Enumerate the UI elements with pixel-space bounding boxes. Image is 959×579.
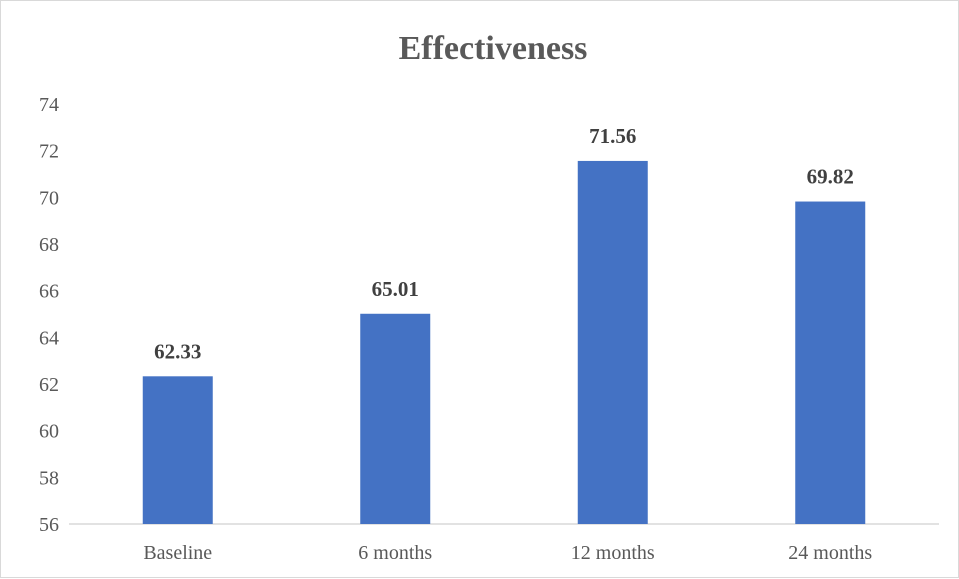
y-tick-label: 62 — [39, 374, 59, 396]
x-tick-label: Baseline — [143, 542, 212, 564]
y-tick-label: 56 — [39, 514, 59, 536]
bar — [360, 313, 431, 524]
x-axis-ticks: Baseline 6 months 12 months 24 months — [143, 542, 872, 564]
y-tick-label: 74 — [39, 94, 59, 116]
y-tick-label: 68 — [39, 234, 59, 256]
y-tick-label: 72 — [39, 141, 59, 163]
y-tick-label: 64 — [39, 327, 59, 349]
y-tick-label: 70 — [39, 187, 59, 209]
data-labels: 62.33 65.01 71.56 69.82 — [154, 124, 854, 363]
data-label: 65.01 — [372, 277, 419, 301]
x-tick-label: 24 months — [788, 542, 872, 564]
bar — [795, 201, 866, 525]
data-label: 62.33 — [154, 339, 201, 363]
y-tick-label: 58 — [39, 467, 59, 489]
data-label: 69.82 — [807, 165, 854, 189]
bar — [142, 376, 213, 524]
x-tick-label: 12 months — [571, 542, 655, 564]
data-label: 71.56 — [589, 124, 636, 148]
bars — [142, 160, 866, 525]
chart-title: Effectiveness — [399, 30, 588, 67]
bar — [577, 160, 648, 524]
y-tick-label: 66 — [39, 281, 59, 303]
x-tick-label: 6 months — [358, 542, 432, 564]
y-axis-ticks: 56 58 60 62 64 66 68 70 72 74 — [39, 94, 59, 536]
y-tick-label: 60 — [39, 421, 59, 443]
